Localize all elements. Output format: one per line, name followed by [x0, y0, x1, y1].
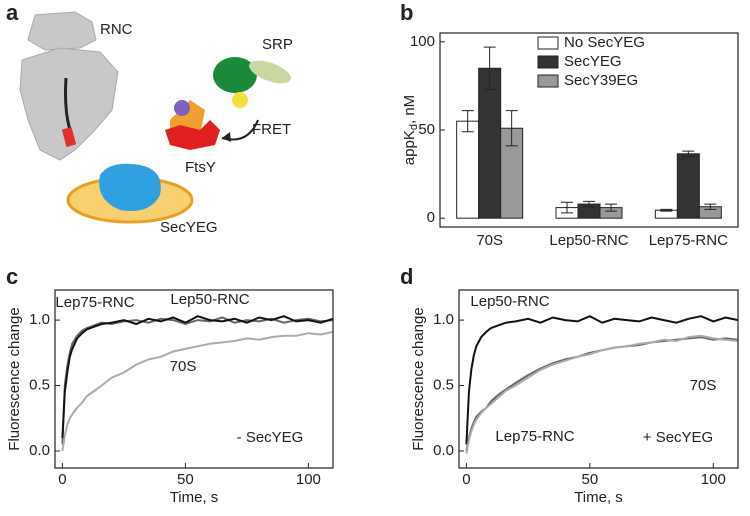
x-tick-label: 0: [58, 471, 66, 488]
error-bar: [461, 110, 474, 133]
bar: [478, 67, 502, 219]
error-bar: [660, 208, 673, 212]
trace: [61, 315, 334, 438]
x-tick-label: Lep50-RNC: [549, 232, 628, 249]
error-bar: [704, 203, 717, 210]
x-axis-label: Time, s: [574, 489, 623, 506]
y-tick-label: 0.0: [433, 442, 454, 459]
quencher: [174, 100, 190, 116]
ftsy-ng: [165, 120, 220, 150]
x-tick-label: 50: [177, 471, 194, 488]
series-label: Lep75-RNC: [55, 294, 134, 311]
error-bar: [505, 110, 518, 147]
series-label: Lep50-RNC: [170, 291, 249, 308]
y-axis-label: Fluorescence change: [410, 307, 427, 450]
y-axis-label-sub: d: [408, 124, 420, 130]
series-label: Lep50-RNC: [470, 293, 549, 310]
bar: [456, 120, 480, 219]
plot-frame: [458, 289, 739, 469]
error-bar: [605, 203, 617, 212]
y-tick-label: 0.5: [433, 377, 454, 394]
y-axis-label: Fluorescence change: [6, 307, 23, 450]
plot-frame: [439, 32, 739, 228]
trace: [61, 330, 334, 452]
label: RNC: [100, 21, 133, 38]
error-bar: [483, 46, 496, 90]
y-tick-label: 50: [418, 121, 435, 138]
trace: [465, 334, 739, 454]
y-tick-label: 1.0: [29, 311, 50, 328]
secyeg: [99, 163, 161, 211]
label: FtsY: [185, 159, 216, 176]
label: SRP: [262, 36, 293, 53]
nascent-chain: [64, 77, 72, 131]
panel-letter: c: [6, 264, 18, 289]
diagram: RNC SRP FtsY FRET SecYEG: [19, 11, 293, 236]
panel-letter: a: [6, 0, 19, 25]
arrow-head: [222, 132, 231, 142]
legend-swatch: [537, 55, 559, 69]
series-label: 70S: [690, 377, 717, 394]
plot-frame: [54, 289, 334, 469]
panel-letter: b: [400, 0, 413, 25]
y-tick-label: 100: [410, 33, 435, 50]
legend-label: SecY39EG: [564, 72, 638, 89]
annotation: + SecYEG: [643, 429, 713, 446]
x-tick-label: 50: [582, 471, 599, 488]
error-bar: [583, 200, 595, 208]
x-tick-label: 0: [462, 471, 470, 488]
ribosome-large: [19, 47, 119, 161]
error-bar: [561, 201, 573, 214]
y-axis-label-unit: , nM: [401, 95, 418, 124]
srp: [213, 57, 257, 93]
annotation: - SecYEG: [237, 429, 304, 446]
signal: [61, 127, 77, 147]
ribosome-small: [27, 11, 97, 51]
legend-swatch: [537, 36, 559, 50]
y-axis-label: appKd, nM: [401, 95, 420, 165]
y-tick-label: 0: [427, 209, 435, 226]
panel-letter: d: [400, 264, 413, 289]
legend-label: SecYEG: [564, 53, 622, 70]
legend-label: No SecYEG: [564, 34, 645, 51]
x-axis-label: Time, s: [170, 489, 219, 506]
x-tick-label: 70S: [476, 232, 503, 249]
series-label: Lep75-RNC: [495, 428, 574, 445]
legend-swatch: [537, 74, 559, 88]
trace: [465, 315, 739, 445]
x-tick-label: 100: [296, 471, 321, 488]
trace: [61, 316, 334, 445]
bar: [676, 153, 700, 219]
error-bar: [682, 150, 695, 157]
y-tick-label: 1.0: [433, 311, 454, 328]
label: FRET: [252, 121, 291, 138]
y-tick-label: 0.5: [29, 377, 50, 394]
srp-rna: [249, 60, 291, 84]
label: SecYEG: [160, 219, 218, 236]
x-tick-label: Lep75-RNC: [649, 232, 728, 249]
y-tick-label: 0.0: [29, 442, 50, 459]
fluorophore: [232, 92, 248, 108]
y-axis-label-main: appK: [401, 130, 418, 165]
x-tick-label: 100: [701, 471, 726, 488]
series-label: 70S: [170, 358, 197, 375]
